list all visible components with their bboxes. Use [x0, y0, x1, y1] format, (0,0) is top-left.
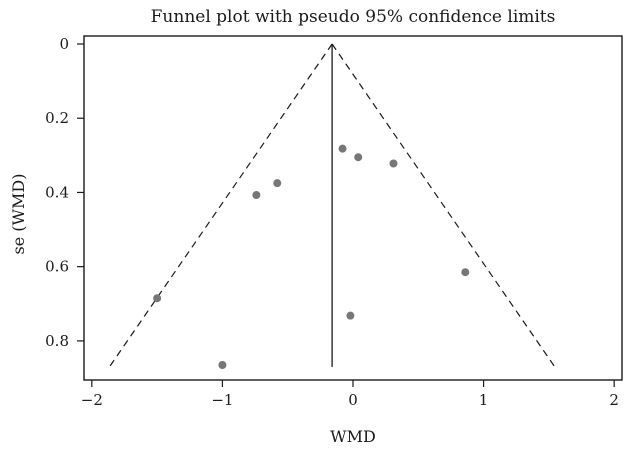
y-tick-label: 0.4	[45, 183, 69, 201]
plot-frame	[83, 35, 623, 381]
x-tick-label: −1	[211, 391, 233, 409]
y-tick-label: 0.6	[45, 258, 69, 276]
x-axis-label: WMD	[330, 427, 376, 446]
data-point	[346, 311, 355, 320]
funnel-lines	[108, 43, 556, 368]
data-point	[273, 179, 282, 188]
data-point	[354, 153, 363, 162]
data-point	[389, 159, 398, 168]
data-point	[461, 268, 470, 277]
y-axis: 0 0.2 0.4 0.6 0.8	[45, 35, 84, 350]
data-point	[338, 144, 347, 153]
y-tick-label: 0.2	[45, 109, 69, 127]
y-tick-label: 0	[59, 35, 69, 53]
data-point	[153, 294, 162, 303]
x-axis: −2 −1 0 1 2	[81, 380, 619, 409]
x-tick-label: 0	[348, 391, 358, 409]
data-point	[218, 361, 227, 370]
x-tick-label: −2	[81, 391, 103, 409]
y-axis-label: se (WMD)	[9, 174, 28, 255]
data-point	[252, 191, 261, 200]
lower-confidence-limit	[108, 43, 333, 368]
upper-confidence-limit	[331, 43, 556, 368]
x-tick-label: 2	[609, 391, 619, 409]
x-tick-label: 1	[479, 391, 489, 409]
data-points	[153, 144, 470, 370]
chart-title: Funnel plot with pseudo 95% confidence l…	[151, 7, 556, 27]
y-tick-label: 0.8	[45, 332, 69, 350]
